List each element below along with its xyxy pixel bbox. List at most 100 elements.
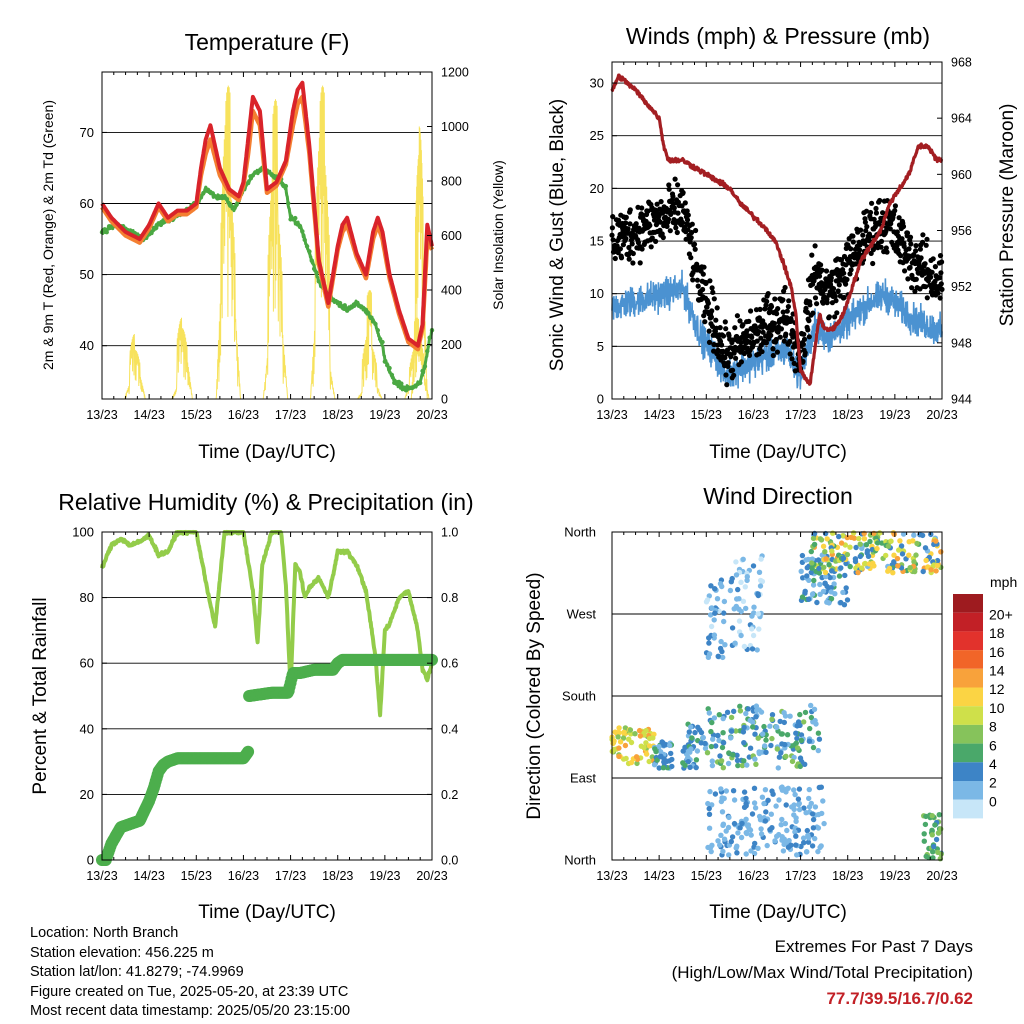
gust-point xyxy=(671,205,677,211)
gust-point xyxy=(816,273,823,279)
gust-point xyxy=(858,227,864,233)
gust-point xyxy=(823,268,830,274)
x-tick-label: 19/23 xyxy=(369,408,400,422)
direction-point xyxy=(780,848,787,854)
gust-point xyxy=(658,199,664,205)
direction-point xyxy=(741,758,747,764)
y-tick-label: 40 xyxy=(80,338,94,353)
direction-point xyxy=(752,756,758,762)
direction-point xyxy=(731,606,737,612)
y-tick-label: South xyxy=(562,689,596,704)
direction-point xyxy=(754,647,760,653)
direction-point xyxy=(686,729,692,735)
gust-point xyxy=(883,245,889,251)
direction-point xyxy=(934,562,941,569)
legend-label: 8 xyxy=(989,719,997,735)
gust-point xyxy=(720,348,726,354)
direction-point xyxy=(779,834,785,840)
humidity-axes: 0 20 40 60 80 100 0.0 0.2 0.4 0.6 0.8 1.0 13/23 14/23… xyxy=(72,525,458,884)
direction-point xyxy=(806,738,813,744)
y-tick-label: 70 xyxy=(80,125,94,140)
direction-point xyxy=(727,587,734,594)
gust-point xyxy=(835,288,841,294)
direction-point xyxy=(844,551,851,558)
gust-point xyxy=(666,182,672,188)
dewpoint-point xyxy=(314,270,319,275)
legend-swatch xyxy=(953,799,983,819)
direction-point xyxy=(707,788,713,795)
direction-point xyxy=(806,795,812,802)
dewpoint-point xyxy=(158,222,164,228)
direction-point xyxy=(781,841,787,848)
direction-point xyxy=(802,588,808,594)
direction-point xyxy=(811,541,818,548)
direction-point xyxy=(810,535,817,542)
dewpoint-point xyxy=(302,237,307,243)
gust-point xyxy=(929,269,935,275)
gust-point xyxy=(754,338,760,344)
gust-point xyxy=(738,359,745,365)
dewpoint-point xyxy=(245,180,251,186)
direction-point xyxy=(717,581,724,587)
gust-point xyxy=(689,221,695,227)
direction-point xyxy=(715,653,721,659)
direction-point xyxy=(742,584,748,590)
wind-speed-legend: mph 20+ 18 16 14 12 10 8 6 4 2 0 xyxy=(953,574,1017,819)
gust-point xyxy=(702,319,708,325)
direction-point xyxy=(743,605,749,612)
x-tick-label: 20/23 xyxy=(416,408,447,422)
gust-point xyxy=(810,310,816,316)
direction-point xyxy=(774,833,780,839)
gust-point xyxy=(811,278,817,284)
direction-point xyxy=(725,824,732,831)
solar-line xyxy=(171,317,193,401)
direction-point xyxy=(728,838,734,845)
direction-point xyxy=(734,850,740,856)
direction-point xyxy=(808,800,814,807)
gust-point xyxy=(722,319,728,325)
direction-point xyxy=(616,753,622,760)
gust-point xyxy=(781,338,787,344)
direction-point xyxy=(713,743,719,749)
direction-point xyxy=(794,745,801,751)
dewpoint-point xyxy=(399,381,404,386)
direction-point xyxy=(800,835,807,841)
gust-point xyxy=(806,318,812,324)
direction-point xyxy=(621,729,627,735)
gust-point xyxy=(740,322,746,328)
direction-point xyxy=(853,544,859,551)
direction-point xyxy=(836,573,843,579)
direction-point xyxy=(660,740,666,746)
direction-point xyxy=(897,538,903,544)
gust-point xyxy=(744,328,750,334)
direction-point xyxy=(852,556,859,562)
y2-tick-label: 0.4 xyxy=(441,722,458,736)
gust-point xyxy=(682,200,688,206)
direction-point xyxy=(712,791,719,797)
direction-point xyxy=(641,744,647,751)
direction-point xyxy=(896,547,902,553)
winds-pressure-panel: Winds (mph) & Pressure (mb) 0 5 10 15 20 25 30… xyxy=(547,23,1018,463)
direction-point xyxy=(802,761,808,767)
direction-point xyxy=(799,552,806,559)
direction-point xyxy=(822,569,829,576)
wind-speed-legend-title: mph xyxy=(990,574,1017,590)
direction-point xyxy=(779,816,785,823)
gust-point xyxy=(924,295,930,301)
gust-point xyxy=(841,294,847,301)
direction-point xyxy=(801,719,807,725)
gust-point xyxy=(756,329,762,335)
direction-point xyxy=(627,727,634,733)
direction-point xyxy=(848,534,854,541)
legend-label: 2 xyxy=(989,775,997,791)
temperature-series xyxy=(99,80,435,393)
gust-point xyxy=(610,214,616,220)
direction-point xyxy=(911,532,917,538)
direction-point xyxy=(894,555,901,562)
direction-point xyxy=(794,735,800,742)
legend-label: 0 xyxy=(989,793,997,809)
direction-point xyxy=(731,708,737,714)
direction-point xyxy=(933,538,939,544)
gust-point xyxy=(684,217,691,223)
x-tick-label: 14/23 xyxy=(644,869,675,883)
